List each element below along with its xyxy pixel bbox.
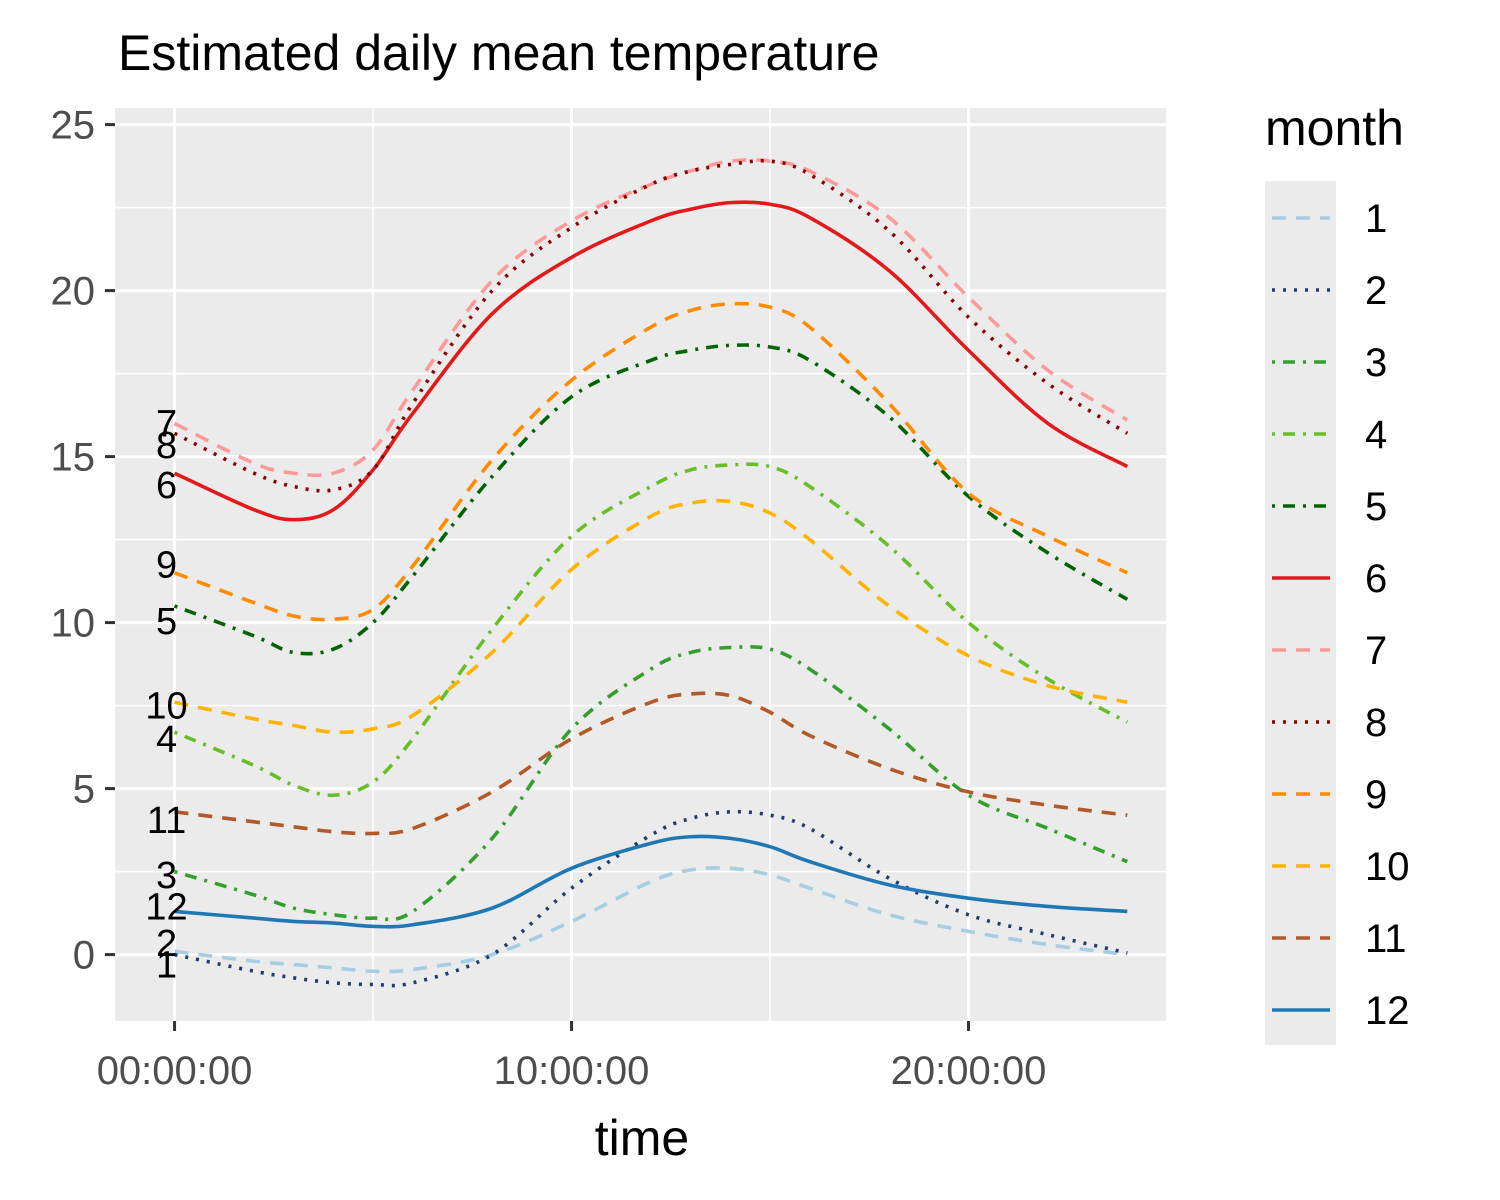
legend-label-month-6: 6	[1365, 557, 1387, 601]
legend-label-month-5: 5	[1365, 485, 1387, 529]
minor-gridlines	[115, 108, 1168, 1021]
legend-label-month-12: 12	[1365, 989, 1410, 1033]
legend-label-month-2: 2	[1365, 269, 1387, 313]
legend-title: month	[1265, 100, 1404, 156]
series-line-month-4	[173, 462, 1129, 798]
y-tick-label: 10	[51, 602, 96, 646]
legend-label-month-11: 11	[1365, 917, 1407, 961]
x-axis-title: time	[595, 1110, 689, 1166]
series-end-label-6: 6	[156, 465, 177, 507]
y-tick-label: 25	[51, 104, 96, 148]
legend-label-month-9: 9	[1365, 773, 1387, 817]
plot-panel	[115, 108, 1167, 1021]
x-tick-label: 00:00:00	[97, 1049, 253, 1093]
series-end-label-2: 2	[156, 923, 177, 965]
legend-label-month-4: 4	[1365, 413, 1387, 457]
y-axis: 0 5 10 15 20 25	[51, 104, 115, 978]
series-end-label-3: 3	[156, 855, 177, 897]
series-line-month-6	[173, 200, 1129, 522]
series-end-label-7: 7	[156, 403, 177, 445]
series-end-label-11: 11	[147, 800, 186, 842]
series-line-month-5	[173, 343, 1129, 656]
series-end-label-12: 12	[145, 886, 187, 928]
series-line-month-10	[174, 498, 1128, 735]
y-tick-label: 0	[73, 934, 95, 978]
legend-label-month-7: 7	[1365, 629, 1387, 673]
legend-key-background	[1265, 181, 1336, 1045]
major-gridlines	[115, 108, 1167, 1021]
series-line-month-11	[174, 691, 1128, 836]
y-tick-label: 15	[51, 436, 96, 480]
y-tick-label: 20	[51, 270, 96, 314]
legend-label-month-3: 3	[1365, 341, 1387, 385]
chart-title: Estimated daily mean temperature	[118, 25, 879, 81]
series-end-label-8: 8	[156, 425, 177, 467]
series-end-label-10: 10	[145, 686, 187, 728]
series-end-label-4: 4	[156, 719, 177, 761]
series-line-month-7	[173, 158, 1129, 478]
x-tick-label: 10:00:00	[494, 1049, 650, 1093]
series-end-label-5: 5	[156, 601, 177, 643]
series-end-label-9: 9	[156, 545, 177, 587]
series-line-month-1	[174, 866, 1128, 974]
series-line-month-3	[174, 644, 1128, 922]
series-line-month-9	[173, 301, 1129, 622]
series-lines	[173, 158, 1129, 988]
x-axis: 00:00:00 10:00:00 20:00:00	[97, 1021, 1047, 1093]
legend-label-month-8: 8	[1365, 701, 1387, 745]
legend-label-month-10: 10	[1365, 845, 1410, 889]
series-line-month-8	[173, 158, 1129, 493]
series-line-month-12	[174, 834, 1128, 929]
y-tick-label: 5	[73, 768, 95, 812]
x-tick-label: 20:00:00	[891, 1049, 1047, 1093]
legend-label-month-1: 1	[1365, 197, 1387, 241]
series-end-label-1: 1	[156, 945, 177, 987]
